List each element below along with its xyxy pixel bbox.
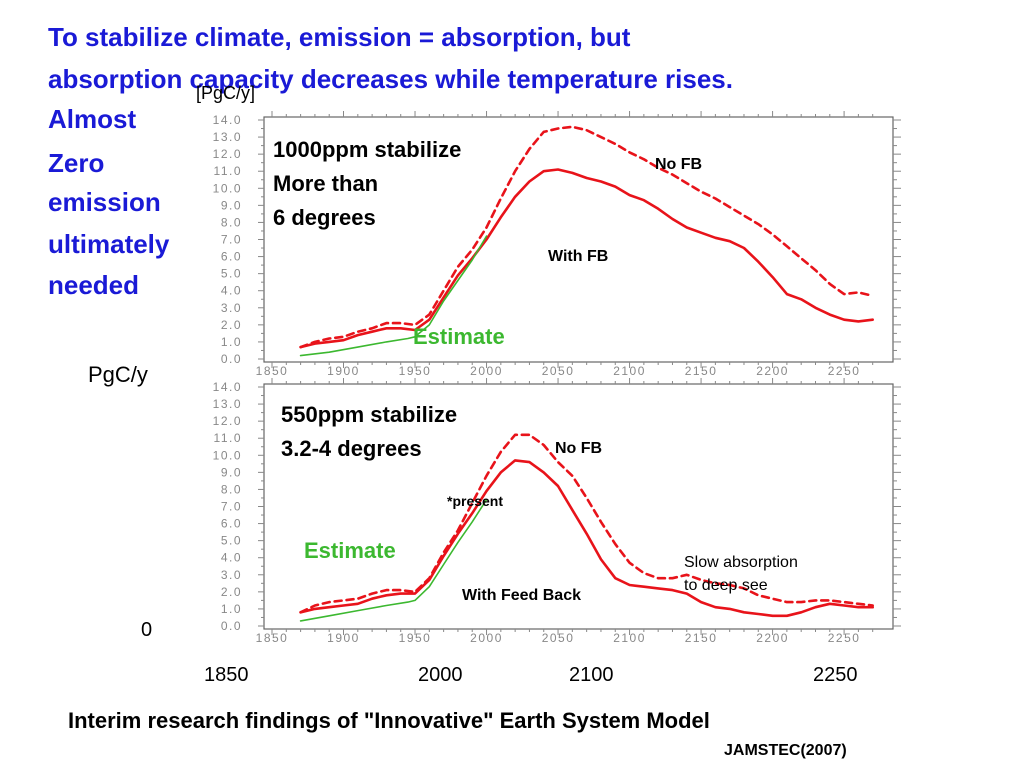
chart1-scenario-line3: 6 degrees: [273, 205, 376, 230]
bottom-year-2000: 2000: [418, 664, 463, 686]
chart2-estimate-line: [299, 498, 488, 622]
caption: Interim research findings of "Innovative…: [68, 708, 710, 733]
chart2-scenario-line2: 3.2-4 degrees: [281, 436, 422, 461]
chart1-ytick-label: 0.0: [221, 352, 242, 366]
chart1-ytick-label: 13.0: [213, 130, 242, 144]
chart2-no-fb-label: No FB: [555, 440, 603, 457]
chart1-estimate-label: Estimate: [413, 324, 505, 349]
chart1-ytick-label: 1.0: [221, 335, 242, 349]
chart1-ytick-label: 11.0: [214, 164, 242, 178]
chart2-ytick-label: 14.0: [213, 380, 242, 394]
chart1-xtick-label: 1950: [399, 364, 432, 378]
side-note-line3: emission: [48, 187, 161, 217]
chart1-estimate-line: [299, 235, 488, 357]
chart2-ytick-label: 9.0: [221, 465, 242, 479]
slide-title-line2: absorption capacity decreases while temp…: [48, 64, 733, 94]
top-unit-label: [PgC/y]: [196, 83, 256, 103]
chart2-xtick-label: 2150: [685, 631, 718, 645]
chart2-xtick-label: 1900: [327, 631, 360, 645]
chart2-xtick-label: 2100: [613, 631, 646, 645]
chart2-ytick-label: 1.0: [221, 602, 242, 616]
chart2-slow-line2: to deep see: [684, 577, 768, 594]
chart1-no-fb-label: No FB: [655, 156, 703, 173]
credit: JAMSTEC(2007): [724, 742, 847, 759]
chart1-xtick-label: 2250: [828, 364, 861, 378]
chart1-ytick-label: 3.0: [221, 301, 242, 315]
chart1-ytick-label: 4.0: [221, 284, 242, 298]
chart1-ytick-label: 6.0: [221, 250, 242, 264]
slide-title-line1: To stabilize climate, emission = absorpt…: [48, 22, 631, 52]
chart2-present-label: *present: [447, 493, 504, 509]
chart2-ytick-label: 11.0: [214, 431, 242, 445]
side-note-line4: ultimately: [48, 229, 170, 259]
chart2-ytick-label: 5.0: [221, 534, 242, 548]
chart2-slow-line1: Slow absorption: [684, 554, 798, 571]
chart1-xtick-label: 2200: [756, 364, 789, 378]
chart1-scenario-line2: More than: [273, 171, 379, 196]
chart1-xtick-label: 2000: [470, 364, 503, 378]
chart1-scenario-line1: 1000ppm stabilize: [273, 137, 462, 162]
bottom-year-2100: 2100: [569, 664, 614, 686]
chart1-ytick-label: 9.0: [221, 198, 242, 212]
chart2-with-feed-back-label: With Feed Back: [462, 587, 581, 604]
chart1-with-fb-label: With FB: [548, 248, 609, 265]
chart1-ytick-label: 5.0: [221, 267, 242, 281]
chart2-with-fb-line: [299, 459, 875, 618]
chart2-xtick-label: 2200: [756, 631, 789, 645]
chart2-ytick-label: 4.0: [221, 551, 242, 565]
chart2-xtick-label: 2050: [542, 631, 575, 645]
bottom-year-1850: 1850: [204, 664, 249, 686]
chart1-no-fb-line: [299, 125, 875, 349]
chart1-xtick-label: 2050: [542, 364, 575, 378]
chart1-ytick-label: 10.0: [213, 181, 242, 195]
chart1-ytick-label: 14.0: [213, 113, 242, 127]
chart2-no-fb-line: [299, 433, 875, 614]
chart2-xtick-label: 1950: [399, 631, 432, 645]
chart2-ytick-label: 10.0: [213, 448, 242, 462]
zero-label: 0: [141, 619, 153, 641]
chart1-ytick-label: 2.0: [221, 318, 242, 332]
chart2-scenario-line1: 550ppm stabilize: [281, 402, 458, 427]
chart2-ytick-label: 12.0: [213, 414, 242, 428]
pgc-y-label: PgC/y: [88, 362, 148, 387]
chart2-xtick-label: 2250: [828, 631, 861, 645]
chart2-ytick-label: 6.0: [221, 517, 242, 531]
bottom-year-2250: 2250: [813, 664, 858, 686]
chart1-ytick-label: 8.0: [221, 215, 242, 229]
chart2-ytick-label: 0.0: [221, 619, 242, 633]
side-note-line5: needed: [48, 270, 140, 300]
chart2-ytick-label: 13.0: [213, 397, 242, 411]
side-note-line2: Zero: [48, 148, 105, 178]
chart1-ytick-label: 7.0: [221, 233, 242, 247]
chart2-xtick-label: 2000: [470, 631, 503, 645]
chart1-ytick-label: 12.0: [213, 147, 242, 161]
chart2-xtick-label: 1850: [256, 631, 289, 645]
chart2-ytick-label: 2.0: [221, 585, 242, 599]
side-note-line1: Almost: [48, 104, 137, 134]
chart1-xtick-label: 2100: [613, 364, 646, 378]
chart2-ytick-label: 3.0: [221, 568, 242, 582]
chart2-ytick-label: 8.0: [221, 482, 242, 496]
chart1-xtick-label: 1850: [256, 364, 289, 378]
chart1-xtick-label: 1900: [327, 364, 360, 378]
chart2-ytick-label: 7.0: [221, 500, 242, 514]
chart1-with-fb-line: [299, 168, 875, 349]
chart2-estimate-label: Estimate: [304, 538, 396, 563]
chart1-xtick-label: 2150: [685, 364, 718, 378]
